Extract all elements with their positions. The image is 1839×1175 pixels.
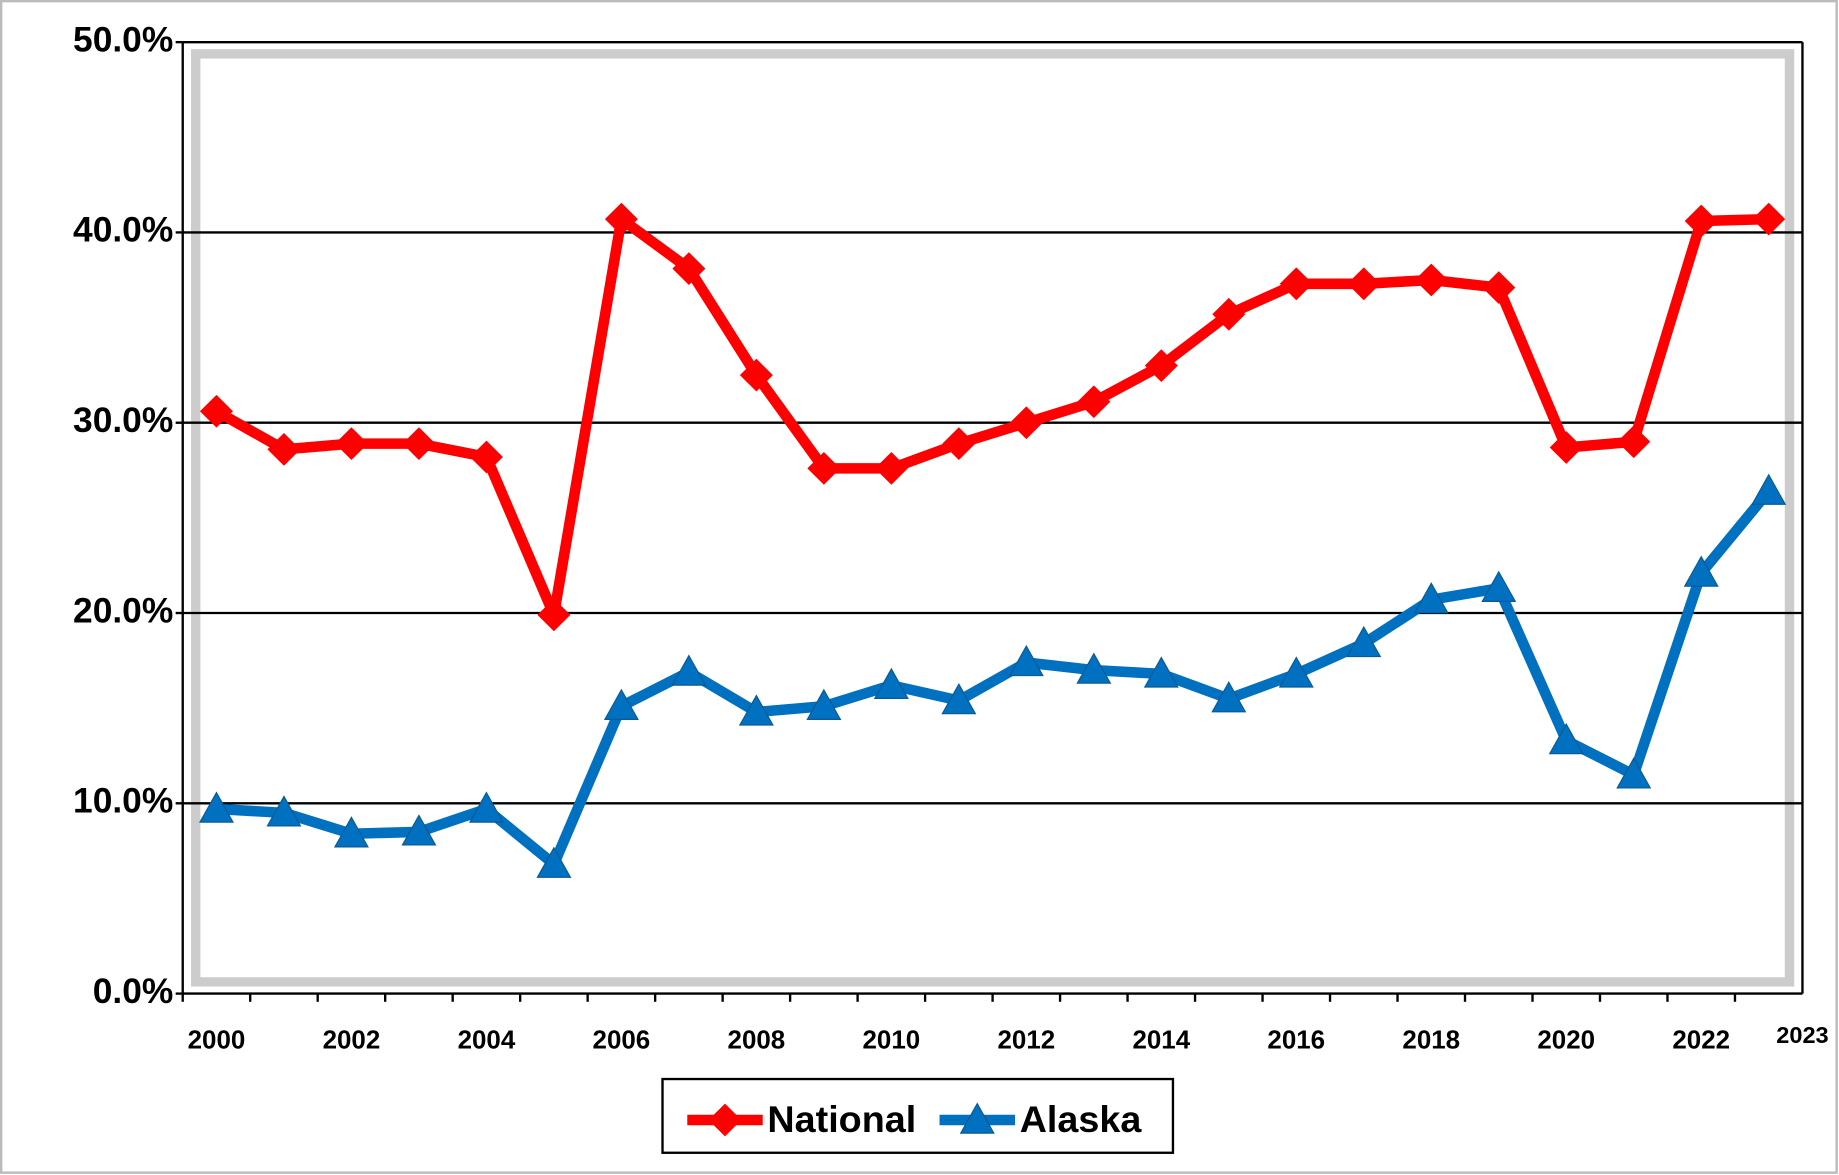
marker xyxy=(469,440,503,474)
y-tick-label: 20.0% xyxy=(73,591,173,630)
marker xyxy=(1684,204,1718,238)
marker xyxy=(941,682,977,715)
marker xyxy=(1076,652,1112,684)
x-tick-label: 2010 xyxy=(863,1026,921,1054)
marker xyxy=(401,814,437,846)
x-tick-label: 2012 xyxy=(997,1026,1055,1054)
marker xyxy=(267,432,301,466)
x-tick-label: 2008 xyxy=(728,1026,786,1054)
marker xyxy=(402,427,436,461)
x-tick-label: 2002 xyxy=(323,1026,381,1054)
marker xyxy=(1549,431,1583,464)
marker xyxy=(874,452,908,485)
marker xyxy=(1279,267,1313,301)
marker xyxy=(333,816,369,848)
marker xyxy=(199,394,233,428)
marker xyxy=(873,667,909,700)
x-tick-label: 2016 xyxy=(1267,1026,1325,1054)
marker xyxy=(806,688,842,720)
marker xyxy=(1144,349,1178,383)
marker xyxy=(942,427,976,461)
marker xyxy=(672,252,706,285)
x-tick-label: 2014 xyxy=(1132,1026,1190,1054)
x-tick-label: 2000 xyxy=(188,1026,246,1054)
marker xyxy=(266,795,302,827)
x-tick-label: 2020 xyxy=(1537,1026,1595,1054)
marker xyxy=(1008,644,1044,677)
marker xyxy=(1482,271,1516,304)
marker xyxy=(1751,473,1787,505)
x-tick-label: 2006 xyxy=(593,1026,651,1054)
marker xyxy=(1212,297,1246,331)
marker xyxy=(1077,385,1111,419)
marker xyxy=(739,358,773,392)
legend-label: National xyxy=(767,1098,916,1140)
x-tick-label: 2004 xyxy=(458,1026,516,1054)
marker xyxy=(603,688,639,720)
marker xyxy=(198,791,234,823)
x-tick-label: 2022 xyxy=(1672,1026,1730,1054)
marker xyxy=(1683,555,1719,587)
marker xyxy=(1278,656,1314,688)
y-tick-label: 10.0% xyxy=(73,782,173,821)
y-tick-label: 40.0% xyxy=(73,211,173,250)
marker xyxy=(738,694,774,726)
marker xyxy=(1211,681,1247,713)
marker xyxy=(334,427,368,461)
marker xyxy=(1009,406,1043,440)
marker xyxy=(1413,582,1449,614)
marker xyxy=(1548,722,1584,755)
marker xyxy=(671,654,707,686)
marker xyxy=(1347,267,1381,301)
marker xyxy=(1481,570,1517,602)
marker xyxy=(536,846,572,878)
x-tick-label: 2023 xyxy=(1776,1022,1828,1048)
marker xyxy=(1616,757,1652,789)
marker xyxy=(1752,202,1786,236)
x-tick-label: 2018 xyxy=(1402,1026,1460,1054)
marker xyxy=(1617,425,1651,459)
y-tick-label: 0.0% xyxy=(93,972,174,1011)
plot-shadow xyxy=(190,49,1795,987)
legend-label: Alaska xyxy=(1020,1098,1143,1140)
marker xyxy=(1414,263,1448,297)
y-tick-label: 30.0% xyxy=(73,401,173,440)
marker xyxy=(1346,625,1382,658)
legend-marker xyxy=(959,1102,995,1134)
marker xyxy=(1143,656,1179,688)
marker xyxy=(468,791,504,823)
y-tick-label: 50.0% xyxy=(73,21,173,60)
